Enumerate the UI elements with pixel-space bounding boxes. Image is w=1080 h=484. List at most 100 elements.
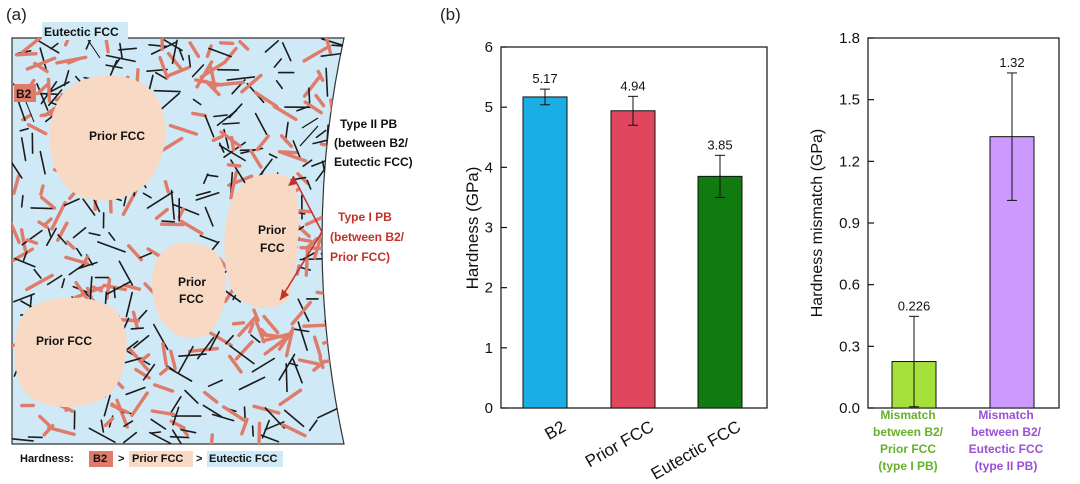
- phase-boundary-lamella: [88, 427, 116, 444]
- phase-boundary-lamella: [21, 229, 43, 246]
- phase-boundary-lamella: [100, 419, 105, 433]
- y-tick-label: 0.0: [839, 400, 860, 417]
- phase-boundary-lamella: [36, 39, 60, 54]
- phase-boundary-lamella: [199, 234, 218, 243]
- b2-lamella: [223, 46, 238, 64]
- value-label: 3.85: [707, 137, 732, 152]
- phase-boundary-lamella: [153, 89, 181, 93]
- mismatch-y-axis-label: Hardness mismatch (GPa): [809, 129, 826, 318]
- b2-lamella: [202, 390, 219, 404]
- phase-boundary-lamella: [20, 137, 27, 162]
- phase-boundary-lamella: [123, 431, 138, 444]
- b2-lamella: [26, 122, 48, 136]
- phase-boundary-lamella: [218, 144, 246, 162]
- phase-boundary-lamella: [264, 39, 280, 53]
- b2-lamella: [229, 170, 239, 200]
- phase-boundary-lamella: [89, 276, 93, 303]
- bar: [697, 175, 743, 409]
- b2-lamella: [304, 215, 325, 227]
- b2-lamella: [240, 73, 263, 94]
- b2-lamella: [161, 342, 168, 367]
- b2-lamella: [279, 134, 294, 149]
- b2-lamella: [262, 314, 280, 335]
- phase-boundary-lamella: [142, 192, 152, 199]
- b2-label: B2: [16, 87, 32, 101]
- b2-lamella: [130, 391, 149, 418]
- b2-lamella: [227, 354, 243, 374]
- phase-boundary-lamella: [158, 92, 180, 112]
- b2-lamella: [297, 358, 320, 366]
- mismatch-bars: 0.226 1.32: [891, 55, 1035, 409]
- type1-line-2: (between B2/: [330, 230, 405, 244]
- y-tick-label: 0.6: [839, 277, 860, 294]
- phase-boundary-lamella: [283, 409, 305, 428]
- y-tick-label: 4: [485, 159, 493, 176]
- b2-lamella: [152, 383, 175, 393]
- phase-boundary-lamella: [250, 334, 261, 344]
- b2-lamella: [126, 244, 144, 262]
- type2-pointer-a: [301, 117, 319, 129]
- category-label: between B2/: [873, 425, 944, 439]
- b2-lamella: [66, 57, 81, 65]
- phase-boundary-lamella: [195, 190, 211, 197]
- b2-lamella: [161, 136, 184, 152]
- y-tick-label: 6: [485, 39, 493, 56]
- value-label: 0.226: [898, 298, 931, 313]
- category-label: Prior FCC: [880, 442, 936, 456]
- phase-boundary-lamella: [47, 227, 52, 237]
- b2-lamella: [163, 179, 171, 194]
- hardness-eutectic-bg: [207, 451, 283, 467]
- hardness-y-axis-label: Hardness (GPa): [463, 167, 482, 290]
- mismatch-category-labels: Mismatch between B2/Prior FCC (type I PB) M…: [873, 408, 1044, 473]
- phase-boundary-lamella: [188, 54, 192, 68]
- phase-boundary-lamella: [125, 291, 133, 318]
- phase-boundary-lamella: [326, 124, 329, 146]
- b2-lamella: [63, 38, 72, 47]
- hardness-b2-bg: [89, 451, 113, 467]
- phase-boundary-lamella: [222, 122, 240, 125]
- phase-boundary-lamella: [172, 406, 180, 426]
- phase-boundary-lamella: [161, 220, 175, 223]
- phase-boundary-lamella: [61, 278, 66, 289]
- phase-boundary-lamella: [142, 363, 156, 381]
- phase-boundary-lamella: [136, 309, 148, 322]
- phase-boundary-lamella: [178, 353, 207, 358]
- hardness-eutectic: Eutectic FCC: [209, 453, 278, 465]
- b2-lamella: [39, 184, 45, 196]
- phase-boundary-lamella: [13, 293, 36, 303]
- b2-lamella: [12, 247, 34, 265]
- b2-lamella: [20, 38, 46, 54]
- phase-boundary-lamella: [139, 252, 152, 259]
- phase-boundary-lamella: [169, 435, 190, 439]
- b2-lamella: [179, 219, 204, 236]
- phase-boundary-lamella: [36, 83, 49, 111]
- b2-lamella: [150, 409, 176, 417]
- phase-boundary-lamella: [226, 76, 256, 81]
- phase-boundary-lamella: [33, 268, 42, 279]
- b2-lamella: [314, 93, 326, 108]
- phase-boundary-lamella: [330, 316, 341, 332]
- type2-line-2: (between B2/: [334, 136, 409, 150]
- phase-boundary-lamella: [320, 38, 344, 47]
- b2-lamella: [290, 300, 312, 326]
- phase-boundary-lamella: [20, 194, 24, 208]
- type1-arrowhead-top: [288, 176, 297, 186]
- phase-boundary-lamella: [296, 105, 309, 112]
- type1-pb-annotation: Type I PB (between B2/ Prior FCC): [279, 175, 405, 301]
- b2-lamella: [211, 134, 224, 143]
- phase-boundary-lamella: [292, 358, 303, 384]
- phase-boundary-lamella: [260, 434, 280, 443]
- b2-lamella: [209, 433, 215, 444]
- phase-boundary-lamella: [229, 345, 255, 365]
- y-tick-label: 3: [485, 220, 493, 237]
- b2-lamella: [91, 285, 104, 293]
- phase-boundary-lamella: [45, 227, 57, 246]
- phase-boundary-lamella: [218, 142, 225, 153]
- b2-lamella: [247, 322, 255, 334]
- hardness-prefix: Hardness:: [20, 453, 74, 465]
- phase-boundary-lamella: [180, 428, 197, 434]
- b2-lamella: [25, 238, 39, 245]
- b2-lamella: [237, 315, 257, 337]
- phase-boundary-lamella: [170, 189, 175, 220]
- phase-boundary-lamella: [195, 192, 220, 201]
